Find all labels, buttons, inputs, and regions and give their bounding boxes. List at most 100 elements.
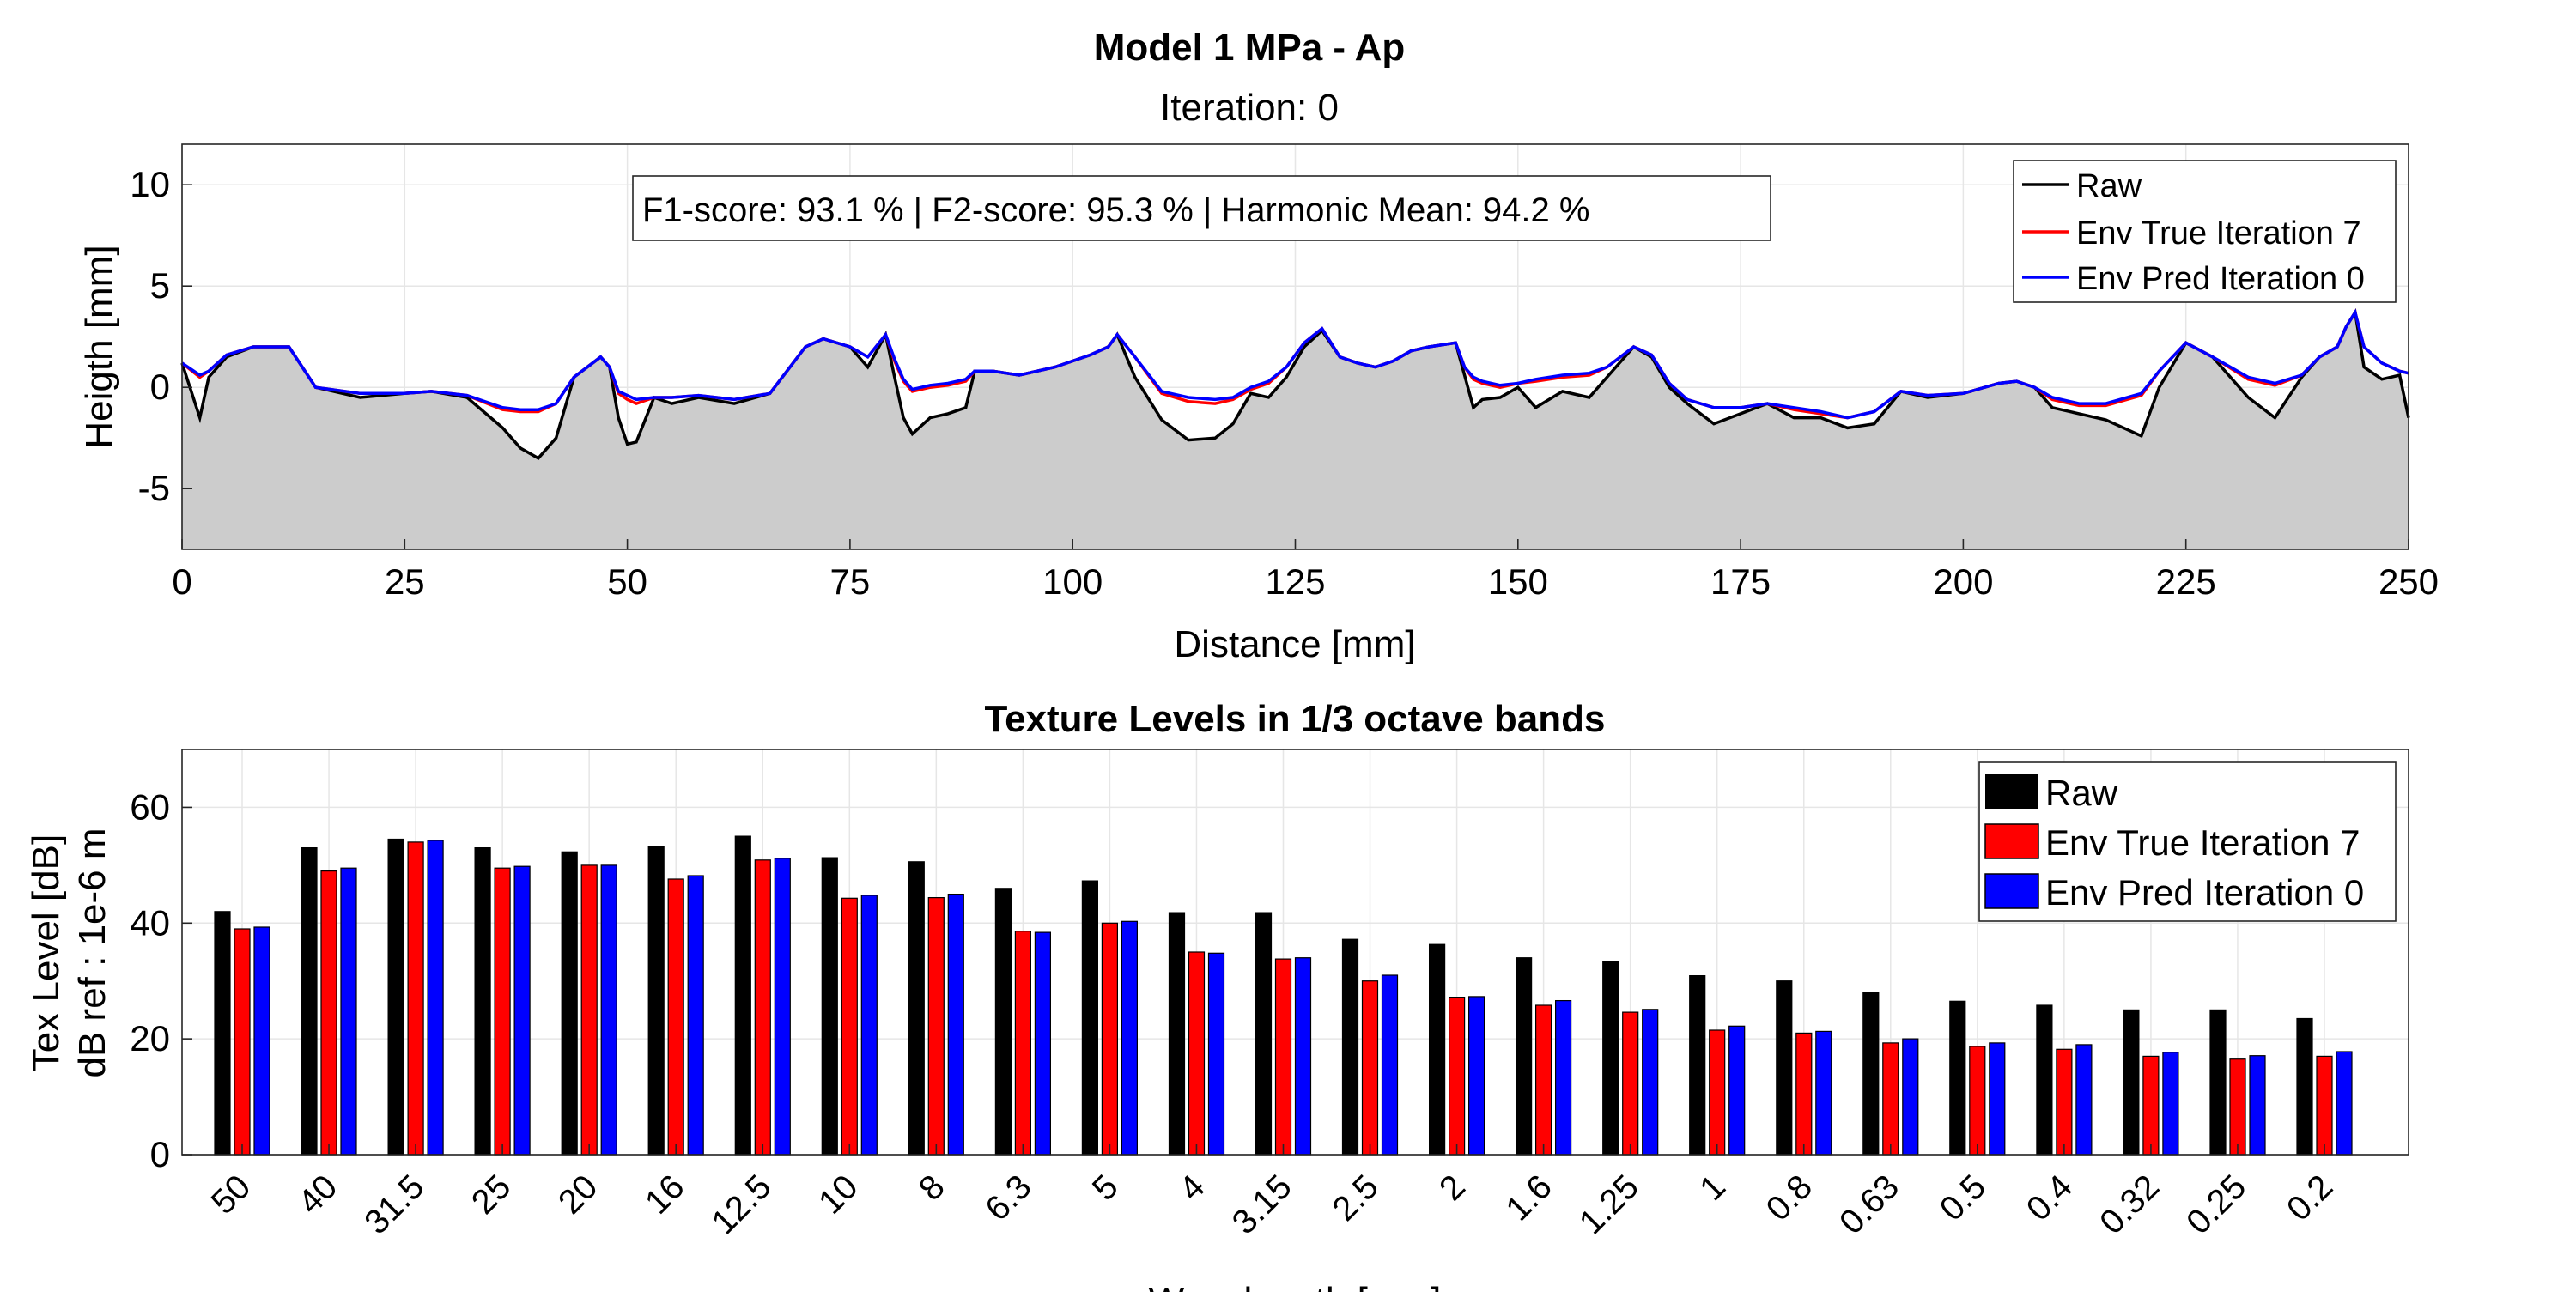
spectrum-x-tick-label: 0.5 [1933, 1168, 1993, 1228]
bar-env-pred-25 [513, 865, 531, 1156]
bar-env-true-0.2 [2316, 1055, 2333, 1156]
bar-env-pred-8 [947, 893, 964, 1156]
profile-title: Model 1 MPa - Ap [1094, 27, 1406, 69]
profile-subtitle: Iteration: 0 [1160, 87, 1339, 129]
bar-env-true-0.32 [2142, 1055, 2160, 1156]
profile-raw-fill [182, 312, 2409, 549]
spectrum-x-tick-label: 0.2 [2280, 1168, 2340, 1228]
bar-env-pred-0.4 [2075, 1044, 2093, 1156]
bar-env-true-2 [1448, 996, 1466, 1156]
spectrum-x-tick-label: 1.6 [1499, 1168, 1559, 1228]
spectrum-y-tick-label: 60 [130, 786, 170, 827]
bar-env-pred-0.63 [1902, 1038, 1919, 1156]
bar-raw-8 [908, 861, 925, 1156]
spectrum-y-label: Tex Level [dB] [25, 834, 67, 1071]
profile-x-tick-label: 250 [2379, 561, 2439, 602]
spectrum-x-tick-label: 0.25 [2179, 1168, 2253, 1241]
spectrum-x-tick-label: 0.32 [2093, 1168, 2166, 1241]
bar-env-pred-10 [860, 895, 878, 1156]
bar-env-pred-0.2 [2336, 1051, 2353, 1156]
bar-raw-0.32 [2123, 1009, 2140, 1156]
bar-env-pred-20 [600, 864, 617, 1156]
bar-env-true-2.5 [1361, 980, 1379, 1156]
bar-raw-1.6 [1515, 957, 1533, 1156]
bar-raw-12.5 [734, 835, 751, 1156]
bar-raw-25 [474, 846, 491, 1156]
profile-env-pred-line [181, 308, 2409, 420]
spectrum-legend-env-pred-label: Env Pred Iteration 0 [2045, 872, 2364, 913]
profile-x-tick-label: 125 [1265, 561, 1325, 602]
bar-raw-0.5 [1949, 1000, 1966, 1156]
spectrum-legend-raw-label: Raw [2045, 773, 2118, 813]
bar-env-pred-6.3 [1034, 931, 1052, 1156]
bar-env-true-50 [234, 928, 251, 1156]
bar-env-pred-31.5 [427, 840, 444, 1156]
spectrum-x-tick-label: 25 [465, 1168, 519, 1222]
bar-raw-50 [214, 911, 231, 1156]
spectrum-x-tick-label: 10 [811, 1168, 866, 1222]
bar-env-true-0.25 [2229, 1058, 2246, 1156]
bar-env-true-0.8 [1795, 1032, 1813, 1156]
profile-x-tick-label: 200 [1933, 561, 1993, 602]
bar-env-pred-0.5 [1989, 1042, 2006, 1156]
spectrum-legend-box [1978, 761, 2397, 922]
bar-raw-1.25 [1602, 961, 1619, 1156]
legend-raw-bar-swatch [1985, 774, 2038, 809]
profile-x-tick-label: 175 [1710, 561, 1771, 602]
spectrum-x-tick-label: 8 [912, 1168, 952, 1208]
spectrum-x-tick-label: 3.15 [1225, 1168, 1299, 1241]
profile-y-tick-label: -5 [138, 468, 170, 508]
profile-x-tick-label: 75 [830, 561, 871, 602]
profile-x-tick-label: 0 [172, 561, 191, 602]
profile-raw-line [180, 308, 2410, 461]
profile-x-tick-label: 50 [607, 561, 647, 602]
spectrum-x-tick-label: 16 [638, 1168, 692, 1222]
bar-env-pred-3.15 [1294, 957, 1312, 1156]
bar-env-true-0.4 [2056, 1048, 2073, 1156]
bar-env-true-31.5 [407, 841, 424, 1156]
legend-raw-label: Raw [2076, 168, 2142, 204]
bar-raw-16 [647, 846, 665, 1156]
bar-env-true-10 [841, 897, 858, 1156]
spectrum-x-tick-label: 1.25 [1572, 1168, 1646, 1241]
bar-env-true-0.5 [1969, 1046, 1986, 1156]
bar-raw-0.63 [1862, 992, 1880, 1156]
bar-env-pred-5 [1121, 920, 1139, 1156]
profile-x-tick-label: 150 [1488, 561, 1548, 602]
bar-raw-4 [1168, 912, 1186, 1156]
spectrum-y-tick-label: 40 [130, 902, 170, 943]
bar-env-pred-50 [253, 926, 270, 1156]
spectrum-x-tick-label: 1 [1692, 1168, 1733, 1208]
spectrum-y-tick-label: 0 [150, 1134, 170, 1174]
bar-env-pred-40 [340, 867, 357, 1156]
score-annotation: F1-score: 93.1 % | F2-score: 95.3 % | Ha… [642, 191, 1589, 229]
bar-raw-0.4 [2036, 1004, 2053, 1156]
profile-y-tick-label: 5 [150, 265, 170, 306]
bar-env-pred-1.25 [1642, 1009, 1659, 1156]
legend-env-true-label: Env True Iteration 7 [2076, 215, 2361, 252]
bar-env-true-0.63 [1882, 1042, 1899, 1156]
profile-legend-box [2013, 160, 2397, 303]
profile-y-tick-label: 10 [130, 164, 170, 204]
spectrum-legend: Raw Env True Iteration 7 Env Pred Iterat… [1978, 761, 2397, 922]
bar-raw-0.8 [1776, 980, 1793, 1156]
profile-ticks: 0 25 50 75 100 125 150 175 200 225 250 -5 0 5 10 [130, 164, 2439, 602]
bar-raw-5 [1081, 880, 1099, 1156]
profile-legend: Raw Env True Iteration 7 Env Pred Iterat… [2013, 160, 2397, 303]
spectrum-y-label-ref: dB ref : 1e-6 m [71, 828, 113, 1077]
spectrum-x-label: Wavelength [mm] [1149, 1280, 1442, 1292]
bar-raw-31.5 [387, 838, 404, 1156]
bar-env-true-8 [927, 896, 945, 1156]
bar-raw-2.5 [1341, 938, 1359, 1156]
spectrum-x-tick-label: 0.4 [2020, 1168, 2080, 1228]
bar-raw-6.3 [994, 888, 1012, 1156]
spectrum-axes-box [181, 749, 2409, 1156]
spectrum-title: Texture Levels in 1/3 octave bands [984, 698, 1605, 740]
spectrum-x-tick-label: 6.3 [978, 1168, 1038, 1228]
bar-raw-40 [301, 846, 318, 1156]
bar-env-true-40 [320, 870, 337, 1156]
bar-raw-2 [1428, 943, 1446, 1156]
profile-y-label: Heigth [mm] [78, 245, 120, 448]
bar-env-pred-12.5 [774, 858, 791, 1156]
